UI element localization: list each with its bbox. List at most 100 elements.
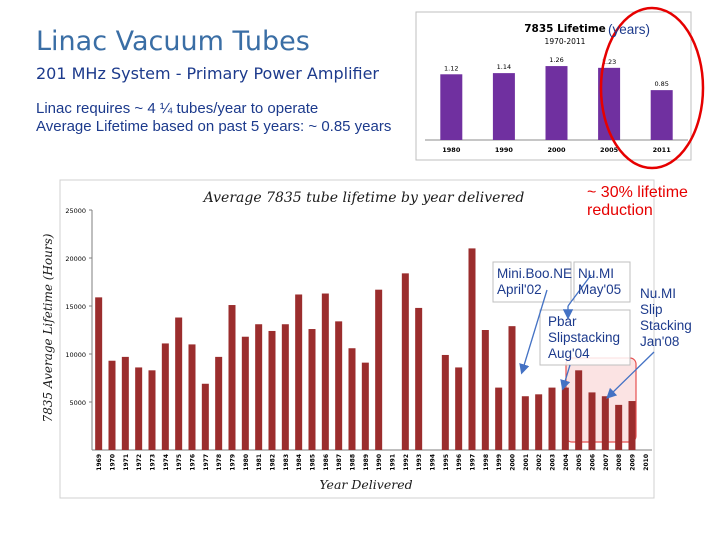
main-x-tick-1999: 1999 xyxy=(496,454,503,471)
inset-value-label-2005: 1.23 xyxy=(602,58,616,66)
main-bar-2009 xyxy=(628,401,636,450)
main-x-tick-1989: 1989 xyxy=(363,454,370,471)
inset-value-label-1990: 1.14 xyxy=(497,63,511,71)
body-line-requirement: Linac requires ~ 4 ¼ tubes/year to opera… xyxy=(36,100,319,117)
main-bar-1993 xyxy=(415,307,423,450)
miniboone-arrow xyxy=(519,289,548,375)
main-x-tick-1983: 1983 xyxy=(283,454,290,471)
numi-may05-callout-box xyxy=(573,261,631,303)
inset-value-label-1980: 1.12 xyxy=(444,64,458,72)
main-x-tick-2005: 2005 xyxy=(576,454,583,471)
main-bar-1978 xyxy=(215,356,223,450)
main-bar-1992 xyxy=(401,273,409,450)
main-bar-2003 xyxy=(548,387,556,450)
inset-bar-2005 xyxy=(598,67,621,140)
main-x-tick-1997: 1997 xyxy=(470,454,477,471)
main-x-tick-1973: 1973 xyxy=(150,454,157,471)
pbar-callout-box xyxy=(539,309,631,366)
inset-x-tick-2011: 2011 xyxy=(653,146,672,154)
inset-value-label-2011: 0.85 xyxy=(654,80,668,88)
main-x-tick-1974: 1974 xyxy=(163,454,170,471)
reduction-line-1: ~ 30% lifetime xyxy=(587,184,688,201)
main-bar-1969 xyxy=(95,297,103,450)
main-x-tick-2001: 2001 xyxy=(523,454,530,471)
main-y-tick-15000: 15000 xyxy=(65,303,86,311)
inset-chart-subtitle: 1970-2011 xyxy=(545,37,586,46)
main-x-tick-1980: 1980 xyxy=(243,454,250,471)
main-bar-1989 xyxy=(361,362,369,450)
pbar-line-3: Aug'04 xyxy=(548,346,590,361)
numi-slipstacking-callout: Nu.MI Slip Stacking Jan'08 xyxy=(640,286,692,350)
numi-may05-line-1: Nu.MI xyxy=(578,266,615,281)
main-bar-1981 xyxy=(255,324,263,450)
numi-may05-callout: Nu.MI May'05 xyxy=(578,266,621,298)
main-bar-1974 xyxy=(161,343,169,450)
main-x-tick-1978: 1978 xyxy=(216,454,223,471)
miniboone-callout-box xyxy=(492,261,572,303)
main-chart-title: Average 7835 tube lifetime by year deliv… xyxy=(202,190,525,206)
main-x-tick-1979: 1979 xyxy=(230,454,237,471)
main-x-tick-2003: 2003 xyxy=(550,454,557,471)
main-x-tick-1977: 1977 xyxy=(203,454,210,471)
reduction-callout: ~ 30% lifetime reduction xyxy=(587,184,688,220)
main-x-tick-1969: 1969 xyxy=(96,454,103,471)
main-chart-y-label: 7835 Average Lifetime (Hours) xyxy=(41,233,55,422)
numi-slipstacking-arrow xyxy=(606,351,655,399)
miniboone-line-1: Mini.Boo.NE xyxy=(497,266,573,281)
numi-slipstacking-line-3: Stacking xyxy=(640,318,692,333)
miniboone-line-2: April'02 xyxy=(497,282,542,297)
main-x-tick-1993: 1993 xyxy=(416,454,423,471)
main-x-tick-1976: 1976 xyxy=(190,454,197,471)
main-bar-1990 xyxy=(375,289,383,450)
main-x-tick-1990: 1990 xyxy=(376,454,383,471)
main-bar-1984 xyxy=(295,294,303,450)
pbar-callout: Pbar Slipstacking Aug'04 xyxy=(548,314,620,362)
main-x-tick-1995: 1995 xyxy=(443,454,450,471)
main-x-tick-2000: 2000 xyxy=(510,454,517,471)
numi-slipstacking-line-1: Nu.MI xyxy=(640,286,677,301)
main-bar-1982 xyxy=(268,330,276,450)
main-x-tick-1985: 1985 xyxy=(310,454,317,471)
main-bar-1983 xyxy=(281,324,289,450)
main-x-tick-2004: 2004 xyxy=(563,454,570,471)
main-x-tick-2006: 2006 xyxy=(590,454,597,471)
body-line-average-lifetime: Average Lifetime based on past 5 years: … xyxy=(36,118,392,135)
numi-slipstacking-line-4: Jan'08 xyxy=(640,334,680,349)
reduction-line-2: reduction xyxy=(587,202,653,219)
main-bar-1971 xyxy=(121,356,129,450)
main-bar-1970 xyxy=(108,360,116,450)
pbar-line-2: Slipstacking xyxy=(548,330,621,345)
main-y-tick-20000: 20000 xyxy=(65,255,86,263)
main-bar-1977 xyxy=(201,383,209,450)
main-bar-2008 xyxy=(615,404,623,450)
main-bar-1995 xyxy=(441,354,449,450)
main-x-tick-1996: 1996 xyxy=(456,454,463,471)
main-x-tick-2008: 2008 xyxy=(616,454,623,471)
main-bar-2004 xyxy=(561,387,569,450)
main-x-tick-1994: 1994 xyxy=(430,454,437,471)
inset-x-tick-2005: 2005 xyxy=(600,146,619,154)
inset-bar-1980 xyxy=(440,74,463,140)
slide-title: Linac Vacuum Tubes xyxy=(36,26,310,57)
main-x-tick-1988: 1988 xyxy=(350,454,357,471)
main-bar-1976 xyxy=(188,344,196,450)
years-unit-label: (years) xyxy=(608,22,651,37)
inset-value-label-2000: 1.26 xyxy=(549,56,563,64)
main-x-tick-2002: 2002 xyxy=(536,454,543,471)
inset-bar-1990 xyxy=(492,73,515,140)
main-bar-1988 xyxy=(348,348,356,450)
main-x-tick-1972: 1972 xyxy=(136,454,143,471)
main-chart-x-label: Year Delivered xyxy=(319,477,412,492)
inset-x-tick-2000: 2000 xyxy=(547,146,566,154)
main-bar-1996 xyxy=(455,367,463,450)
main-x-tick-2007: 2007 xyxy=(603,454,610,471)
main-x-tick-1971: 1971 xyxy=(123,454,130,471)
pbar-arrow xyxy=(560,364,571,391)
main-bar-1987 xyxy=(335,321,343,450)
inset-chart: 7835 Lifetime 1970-2011 1.12 1980 1.14 1990… xyxy=(415,11,692,161)
main-x-tick-1981: 1981 xyxy=(256,454,263,471)
main-x-tick-1982: 1982 xyxy=(270,454,277,471)
main-bar-1985 xyxy=(308,329,316,450)
main-y-tick-5000: 5000 xyxy=(69,399,86,407)
